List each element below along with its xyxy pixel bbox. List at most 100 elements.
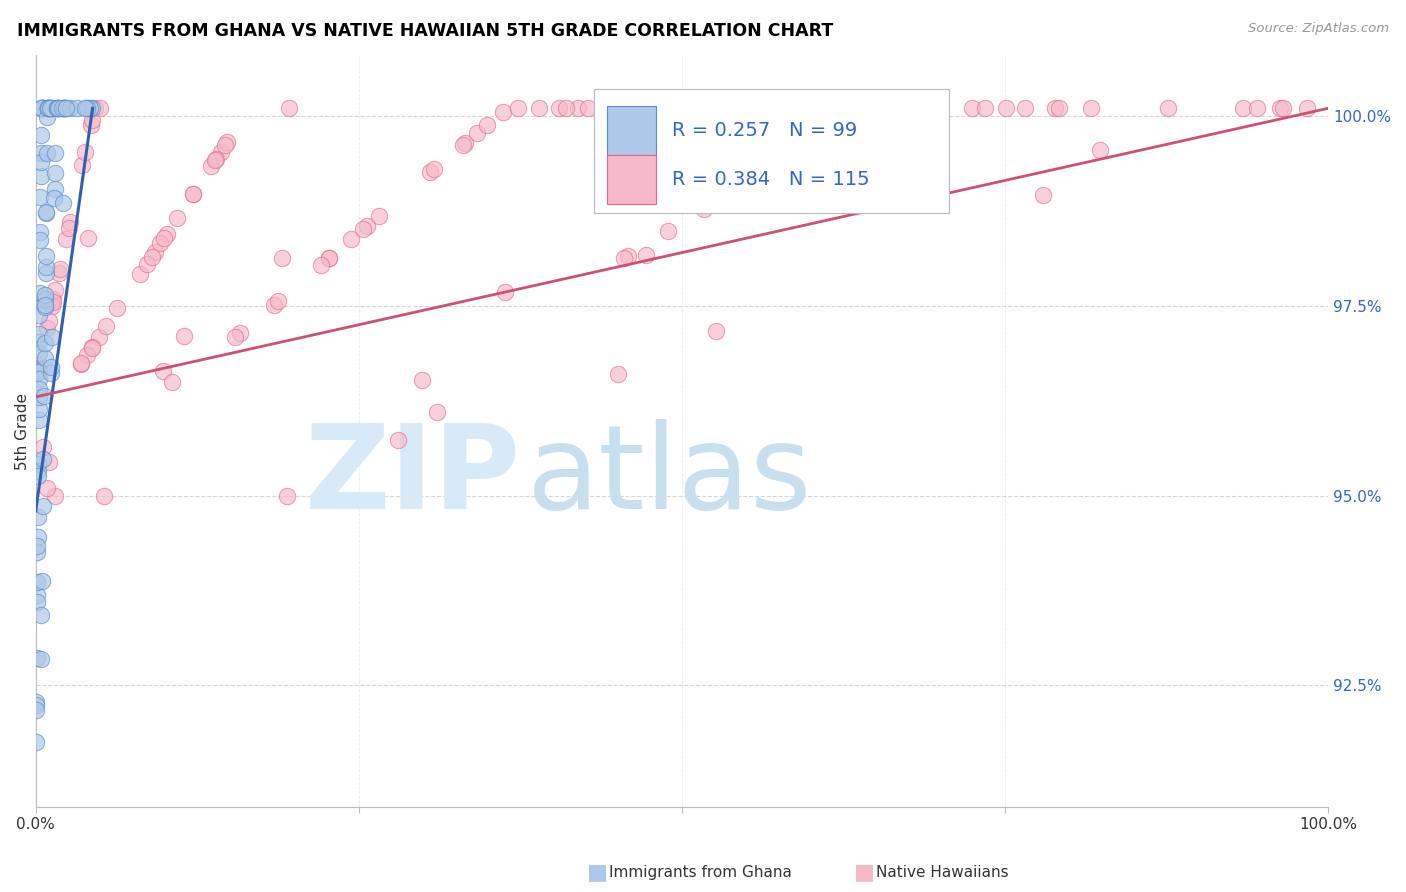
Point (80, 340, 103, 354)
Point (46, 101, 69, 115)
Point (87, 330, 110, 344)
Point (30, 169, 52, 184)
Point (28, 359, 51, 373)
Point (25, 588, 48, 602)
Point (44, 283, 66, 297)
Point (27, 530, 49, 544)
Text: IMMIGRANTS FROM GHANA VS NATIVE HAWAIIAN 5TH GRADE CORRELATION CHART: IMMIGRANTS FROM GHANA VS NATIVE HAWAIIAN… (17, 22, 834, 40)
Point (494, 285, 516, 299)
Point (31, 101, 53, 115)
Point (607, 368, 630, 382)
Point (39, 101, 62, 115)
Point (204, 152, 226, 166)
Point (76, 101, 98, 115)
Point (44, 166, 66, 180)
Point (70, 356, 93, 370)
Point (1014, 101, 1036, 115)
Point (276, 489, 298, 503)
Point (34, 300, 56, 314)
Point (31, 499, 53, 513)
Point (617, 249, 640, 263)
Point (25, 695, 48, 709)
Point (27, 458, 49, 472)
Point (634, 248, 657, 262)
Point (39, 101, 62, 115)
Point (55, 101, 77, 115)
Point (25, 595, 48, 609)
Point (28, 326, 51, 341)
Point (419, 165, 441, 179)
Point (70, 158, 93, 172)
Point (107, 301, 129, 316)
Point (52, 101, 75, 115)
Point (149, 236, 172, 251)
Point (39, 366, 62, 380)
Point (27, 464, 49, 478)
Point (162, 375, 184, 389)
Text: ZIP: ZIP (304, 418, 520, 533)
Point (411, 373, 433, 387)
Point (749, 168, 772, 182)
Point (25, 698, 48, 713)
Point (28, 390, 51, 404)
Text: Immigrants from Ghana: Immigrants from Ghana (609, 865, 792, 880)
Point (152, 231, 174, 245)
Point (34, 266, 56, 280)
Point (44, 146, 66, 161)
Point (34, 351, 56, 366)
Point (35, 146, 58, 161)
Point (636, 101, 658, 115)
Point (229, 326, 252, 340)
Text: atlas: atlas (527, 418, 813, 533)
Point (27, 469, 49, 483)
Point (547, 101, 569, 115)
Point (28, 372, 51, 386)
Point (79, 119, 101, 133)
Point (39, 101, 62, 115)
Point (44, 191, 66, 205)
FancyBboxPatch shape (607, 154, 657, 203)
Point (591, 101, 613, 115)
Point (34, 298, 56, 312)
Point (214, 138, 236, 153)
Point (28, 382, 51, 396)
Point (70, 357, 93, 371)
Point (35, 481, 58, 495)
Point (27, 363, 49, 377)
Point (340, 232, 363, 246)
Point (451, 138, 474, 153)
Point (1032, 188, 1054, 202)
Point (55, 101, 77, 115)
Point (37, 101, 59, 115)
Point (143, 245, 166, 260)
Point (217, 135, 239, 149)
FancyBboxPatch shape (607, 106, 657, 154)
Point (200, 159, 222, 173)
Point (25, 735, 48, 749)
Point (27, 545, 49, 559)
Point (657, 224, 679, 238)
Point (28, 346, 51, 360)
Point (66, 101, 89, 115)
Point (1271, 101, 1294, 115)
Point (30, 652, 52, 666)
Point (94, 319, 117, 334)
Point (224, 330, 246, 344)
Point (1047, 101, 1070, 115)
Point (30, 128, 52, 142)
Point (166, 211, 188, 226)
Point (129, 267, 152, 281)
Point (35, 204, 58, 219)
Point (27, 509, 49, 524)
Point (25, 574, 48, 589)
Point (48, 101, 70, 115)
Point (356, 219, 378, 233)
Point (1296, 101, 1319, 115)
Point (465, 126, 488, 140)
Text: Native Hawaiians: Native Hawaiians (876, 865, 1008, 880)
Point (960, 101, 983, 115)
Point (905, 101, 928, 115)
Point (32, 389, 55, 403)
Point (38, 455, 60, 469)
Point (620, 101, 643, 115)
